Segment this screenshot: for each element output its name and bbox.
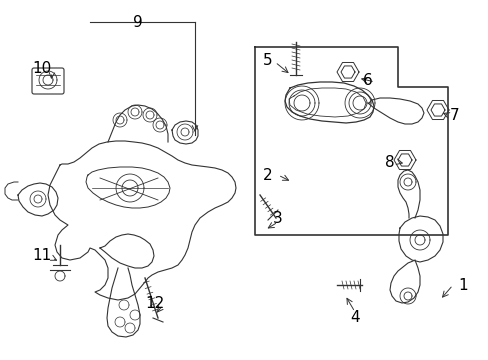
Text: 1: 1 (457, 278, 467, 292)
Text: 2: 2 (263, 167, 272, 183)
Text: 4: 4 (349, 310, 359, 325)
Text: 10: 10 (32, 60, 52, 76)
Text: 11: 11 (32, 248, 52, 262)
Text: 3: 3 (273, 211, 282, 225)
Text: 12: 12 (145, 296, 164, 310)
Text: 9: 9 (133, 14, 142, 30)
Text: 8: 8 (385, 154, 394, 170)
Text: 6: 6 (363, 72, 372, 87)
Text: 7: 7 (449, 108, 459, 122)
FancyBboxPatch shape (32, 68, 64, 94)
Text: 5: 5 (263, 53, 272, 68)
